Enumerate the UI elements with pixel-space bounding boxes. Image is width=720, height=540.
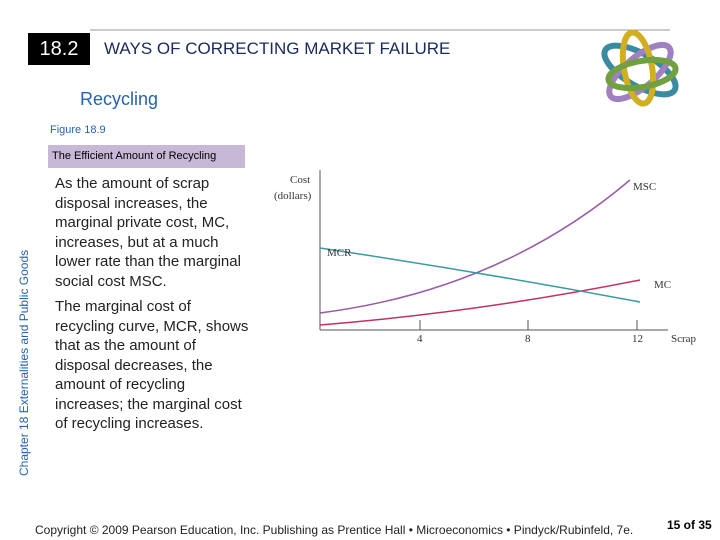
x-tick-label: 12 bbox=[632, 333, 643, 345]
curve-label: MC bbox=[654, 279, 671, 291]
curve-label: MCR bbox=[327, 247, 352, 259]
curve-label: MSC bbox=[633, 181, 656, 193]
copyright: Copyright © 2009 Pearson Education, Inc.… bbox=[35, 523, 634, 537]
chapter-sidebar: Chapter 18 Externalities and Public Good… bbox=[17, 249, 31, 476]
y-label: (dollars) bbox=[274, 190, 312, 202]
title: WAYS OF CORRECTING MARKET FAILURE bbox=[104, 39, 451, 58]
page-number: 15 of 35 bbox=[667, 518, 712, 532]
x-label: Scrap bbox=[671, 333, 697, 345]
mcr-curve bbox=[319, 247, 641, 303]
paragraph: The marginal cost of recycling curve, MC… bbox=[55, 298, 249, 432]
figure-caption: The Efficient Amount of Recycling bbox=[48, 145, 245, 168]
mc-curve bbox=[319, 279, 641, 326]
figure-label: Figure 18.9 bbox=[50, 124, 106, 136]
subtitle: Recycling bbox=[80, 89, 159, 109]
msc-curve bbox=[319, 179, 631, 314]
paragraph: As the amount of scrap disposal increase… bbox=[55, 175, 241, 290]
x-tick-label: 8 bbox=[525, 333, 531, 345]
x-tick-label: 4 bbox=[417, 333, 423, 345]
section-number: 18.2 bbox=[28, 33, 90, 65]
logo bbox=[601, 29, 679, 107]
y-label: Cost bbox=[290, 174, 310, 186]
